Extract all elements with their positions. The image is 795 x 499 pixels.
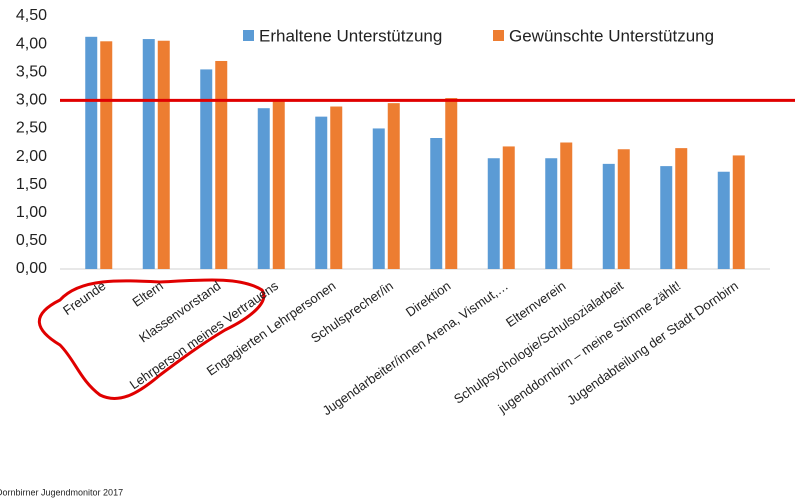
bar — [157, 40, 170, 269]
x-tick-label: Direktion — [403, 278, 454, 320]
y-tick-label: 0,50 — [16, 232, 47, 249]
bar — [660, 166, 673, 269]
bar — [617, 149, 630, 269]
y-tick-label: 4,00 — [16, 35, 47, 52]
bar — [372, 128, 385, 269]
x-tick-label: Freunde — [60, 278, 108, 318]
bar — [502, 146, 515, 269]
y-tick-label: 0,00 — [16, 260, 47, 277]
bar — [487, 158, 500, 269]
bar — [215, 60, 228, 269]
legend-swatch — [243, 30, 254, 41]
source: Dornbirner Jugendmonitor 2017 — [0, 487, 123, 497]
bar — [732, 155, 745, 269]
bar — [142, 39, 155, 269]
bar — [675, 148, 688, 269]
y-tick-label: 2,00 — [16, 148, 47, 165]
bar — [315, 116, 328, 269]
bar — [545, 158, 558, 269]
bar — [272, 101, 285, 269]
y-tick-label: 3,50 — [16, 63, 47, 80]
bar — [257, 108, 270, 270]
bar — [430, 138, 443, 269]
highlight-circle — [37, 278, 266, 400]
bar — [602, 163, 615, 269]
y-tick-label: 2,50 — [16, 120, 47, 137]
legend-swatch — [493, 30, 504, 41]
bar — [717, 171, 730, 269]
bar — [85, 36, 98, 270]
bar — [445, 98, 458, 269]
bar — [200, 69, 213, 270]
y-tick-label: 4,50 — [16, 7, 47, 24]
y-tick-label: 3,00 — [16, 92, 47, 109]
bar — [100, 41, 113, 269]
legend-label: Gewünschte Unterstützung — [509, 26, 714, 45]
bar — [560, 142, 573, 269]
legend-label: Erhaltene Unterstützung — [259, 26, 442, 45]
bar — [330, 106, 343, 269]
y-tick-label: 1,00 — [16, 204, 47, 221]
y-tick-label: 1,50 — [16, 176, 47, 193]
bar — [387, 103, 400, 270]
